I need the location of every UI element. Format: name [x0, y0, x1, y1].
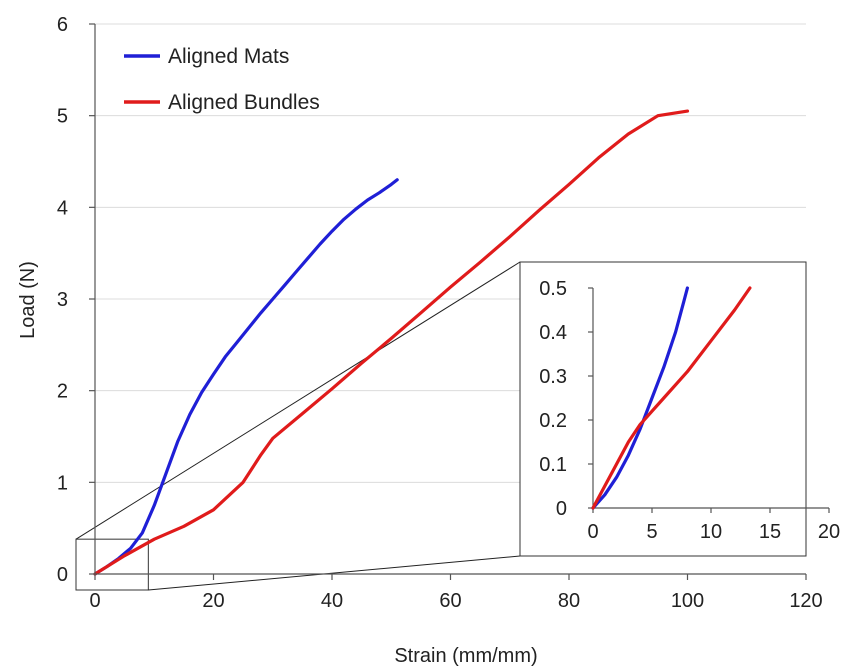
x-axis-title: Strain (mm/mm): [394, 645, 537, 667]
x-tick-label: 80: [558, 590, 580, 612]
zoom-connector-bottom: [148, 555, 521, 591]
zoom-connectors: [75, 261, 521, 591]
inset-x-tick-label: 5: [646, 521, 657, 543]
y-axis-title: Load (N): [17, 261, 39, 339]
y-tick-label: 3: [57, 289, 68, 311]
inset-y-tick-label: 0.4: [539, 322, 567, 344]
legend: Aligned Mats Aligned Bundles: [124, 45, 320, 114]
inset-x-tick-label: 15: [759, 521, 781, 543]
inset-x-tick-label: 10: [700, 521, 722, 543]
series-line-aligned-mats: [93, 178, 399, 576]
y-tick-label: 0: [57, 564, 68, 586]
y-tick-label: 6: [57, 14, 68, 36]
zoom-region-box: [75, 538, 149, 591]
legend-label-aligned-mats: Aligned Mats: [168, 45, 289, 68]
main-plot-area: [93, 109, 690, 576]
x-tick-label: 0: [89, 590, 100, 612]
inset-x-tick-label: 0: [587, 521, 598, 543]
inset-series-line-red: [591, 286, 752, 510]
x-tick-label: 100: [671, 590, 704, 612]
inset-x-tick-label: 20: [818, 521, 840, 543]
x-tick-label: 20: [202, 590, 224, 612]
inset-y-tick-label: 0.1: [539, 454, 567, 476]
series-line-aligned-bundles: [93, 109, 690, 576]
inset-y-tick-label: 0: [556, 498, 567, 520]
inset-y-tick-label: 0.5: [539, 278, 567, 300]
x-tick-label: 40: [321, 590, 343, 612]
inset-y-tick-label: 0.2: [539, 410, 567, 432]
inset-y-tick-label: 0.3: [539, 366, 567, 388]
inset-series-line-blue: [591, 286, 689, 510]
inset-chart: 0 0.1 0.2 0.3 0.4 0.5 0 5 10 15 20: [519, 261, 840, 557]
legend-label-aligned-bundles: Aligned Bundles: [168, 91, 320, 114]
y-tick-label: 5: [57, 106, 68, 128]
inset-frame: [519, 261, 807, 557]
x-tick-label: 60: [439, 590, 461, 612]
y-tick-label: 4: [57, 197, 68, 219]
y-tick-label: 2: [57, 381, 68, 403]
x-tick-label: 120: [789, 590, 822, 612]
y-tick-label: 1: [57, 472, 68, 494]
zoom-connector-top: [75, 261, 521, 540]
